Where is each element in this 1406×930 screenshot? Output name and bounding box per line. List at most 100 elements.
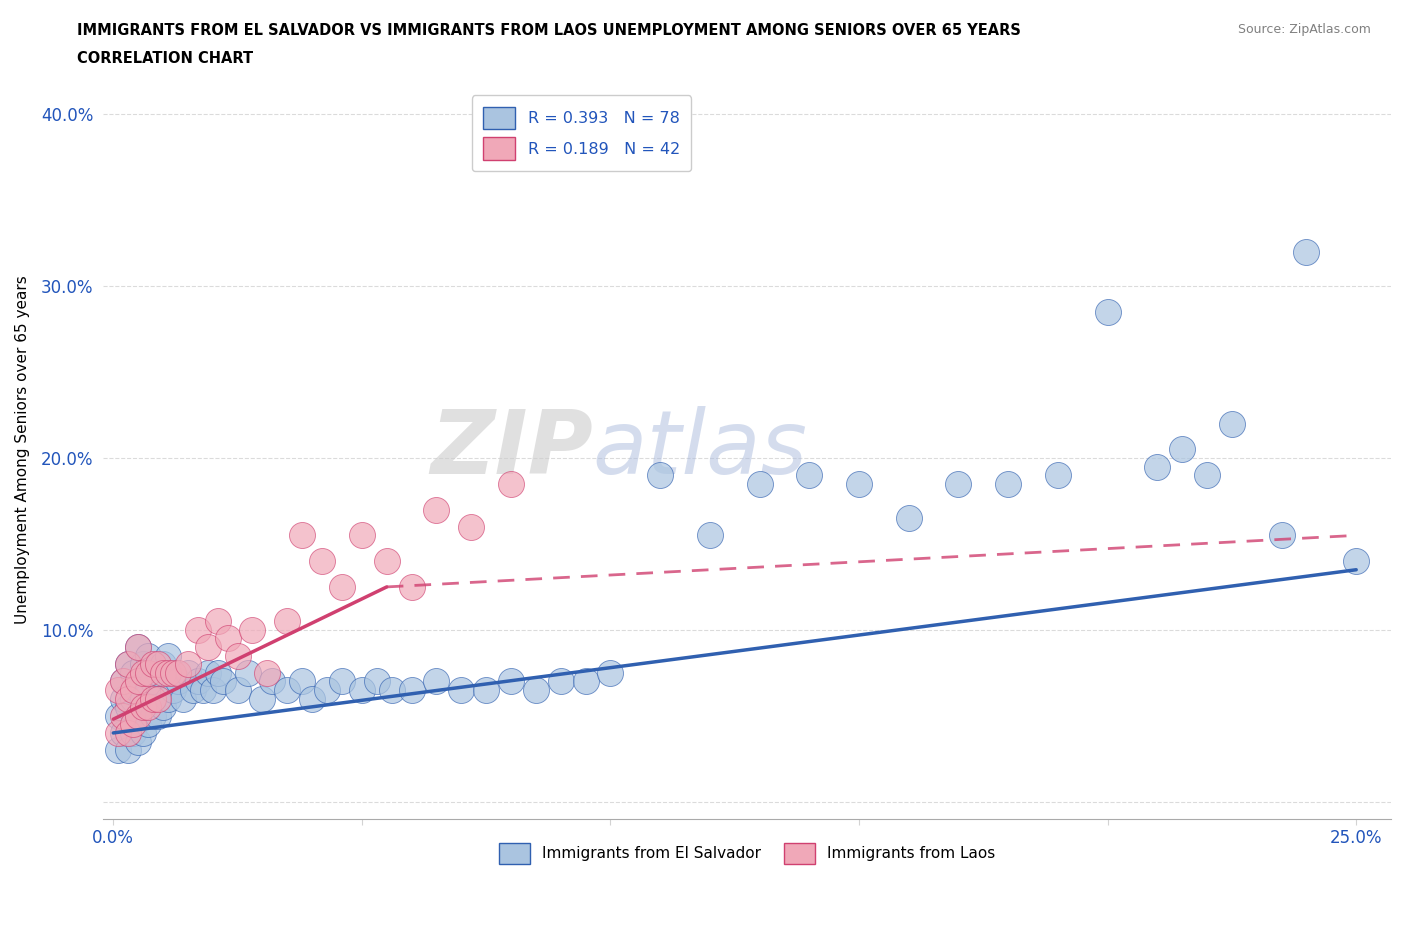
Point <box>122 717 145 732</box>
Point <box>107 725 129 740</box>
Point <box>425 674 447 689</box>
Point <box>226 648 249 663</box>
Point <box>132 665 155 680</box>
Point <box>156 665 179 680</box>
Point <box>291 528 314 543</box>
Point <box>211 674 233 689</box>
Point <box>242 622 264 637</box>
Point <box>236 665 259 680</box>
Point <box>142 674 165 689</box>
Point <box>136 665 159 680</box>
Point <box>136 717 159 732</box>
Point <box>142 657 165 671</box>
Y-axis label: Unemployment Among Seniors over 65 years: Unemployment Among Seniors over 65 years <box>15 275 30 624</box>
Point <box>291 674 314 689</box>
Point <box>122 683 145 698</box>
Point <box>201 683 224 698</box>
Point <box>127 709 149 724</box>
Point <box>217 631 239 646</box>
Point <box>425 502 447 517</box>
Point <box>172 691 194 706</box>
Point <box>146 657 169 671</box>
Text: CORRELATION CHART: CORRELATION CHART <box>77 51 253 66</box>
Point <box>301 691 323 706</box>
Point <box>381 683 404 698</box>
Point <box>262 674 284 689</box>
Point <box>132 699 155 714</box>
Point <box>948 476 970 491</box>
Point <box>127 734 149 749</box>
Point <box>132 657 155 671</box>
Point <box>156 648 179 663</box>
Point <box>122 665 145 680</box>
Point <box>1097 305 1119 320</box>
Text: atlas: atlas <box>593 406 807 493</box>
Point <box>401 683 423 698</box>
Point <box>117 699 139 714</box>
Text: IMMIGRANTS FROM EL SALVADOR VS IMMIGRANTS FROM LAOS UNEMPLOYMENT AMONG SENIORS O: IMMIGRANTS FROM EL SALVADOR VS IMMIGRANT… <box>77 23 1021 38</box>
Point <box>177 665 200 680</box>
Point <box>450 683 472 698</box>
Point <box>146 709 169 724</box>
Point <box>1346 553 1368 568</box>
Point <box>524 683 547 698</box>
Point <box>127 640 149 655</box>
Point <box>848 476 870 491</box>
Point <box>799 468 821 483</box>
Point <box>117 657 139 671</box>
Point <box>276 683 298 698</box>
Point <box>350 528 373 543</box>
Point <box>599 665 621 680</box>
Point <box>1295 245 1317 259</box>
Point <box>1271 528 1294 543</box>
Point <box>117 743 139 758</box>
Point <box>132 725 155 740</box>
Point <box>187 622 209 637</box>
Point <box>650 468 672 483</box>
Point <box>146 665 169 680</box>
Point <box>112 709 135 724</box>
Point <box>475 683 498 698</box>
Point <box>350 683 373 698</box>
Point <box>748 476 770 491</box>
Point <box>226 683 249 698</box>
Point <box>142 691 165 706</box>
Point <box>252 691 274 706</box>
Point <box>167 674 190 689</box>
Point <box>107 743 129 758</box>
Point <box>311 553 333 568</box>
Point <box>499 674 522 689</box>
Point <box>330 579 353 594</box>
Point <box>1046 468 1069 483</box>
Point <box>276 614 298 629</box>
Point <box>127 674 149 689</box>
Point <box>699 528 721 543</box>
Legend: Immigrants from El Salvador, Immigrants from Laos: Immigrants from El Salvador, Immigrants … <box>494 836 1001 870</box>
Point <box>191 683 214 698</box>
Point <box>316 683 339 698</box>
Point <box>127 709 149 724</box>
Text: Source: ZipAtlas.com: Source: ZipAtlas.com <box>1237 23 1371 36</box>
Point <box>574 674 596 689</box>
Point <box>136 699 159 714</box>
Point <box>107 709 129 724</box>
Point <box>127 683 149 698</box>
Point <box>152 699 174 714</box>
Point <box>142 709 165 724</box>
Point <box>136 683 159 698</box>
Point <box>112 674 135 689</box>
Point <box>162 665 184 680</box>
Point <box>1146 459 1168 474</box>
Point <box>197 640 219 655</box>
Point <box>122 691 145 706</box>
Point <box>167 665 190 680</box>
Point <box>156 691 179 706</box>
Point <box>375 553 398 568</box>
Point <box>132 691 155 706</box>
Point <box>187 674 209 689</box>
Point <box>550 674 572 689</box>
Point <box>107 683 129 698</box>
Point <box>460 519 482 534</box>
Point <box>152 657 174 671</box>
Point <box>256 665 278 680</box>
